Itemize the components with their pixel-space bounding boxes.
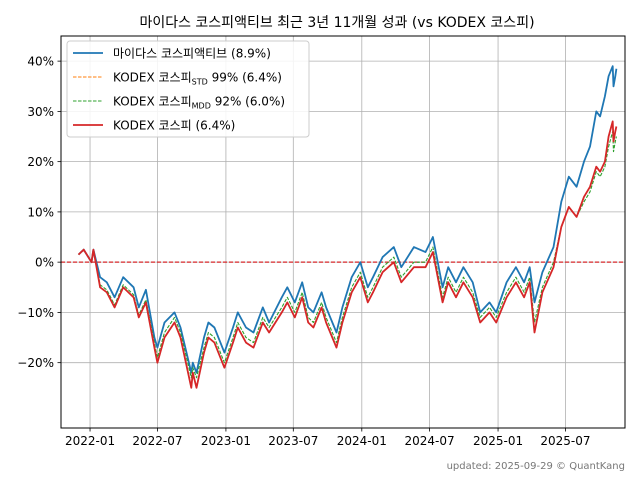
legend-label-subscript: MDD (192, 102, 211, 111)
legend-box (66, 40, 310, 138)
y-tick-label: 30% (27, 105, 54, 119)
x-tick-label: 2024-07 (404, 434, 454, 448)
legend: 마이다스 코스피액티브 (8.9%) KODEX 코스피STD 99% (6.4%… (66, 40, 310, 138)
plot-frame (60, 35, 626, 429)
x-tick-label: 2022-01 (65, 434, 115, 448)
legend-label: KODEX 코스피 (6.4%) (113, 119, 235, 133)
x-axis: 2022-01 2022-07 2023-01 2023-07 2024-01 2024-… (65, 428, 591, 448)
y-tick-label: 40% (27, 55, 54, 69)
series-line-1 (77, 65, 618, 374)
legend-label-main: KODEX 코스피 (113, 95, 192, 109)
y-tick-label: 0% (35, 256, 54, 270)
x-tick-label: 2023-07 (268, 434, 318, 448)
chart-title: 마이다스 코스피액티브 최근 3년 11개월 성과 (vs KODEX 코스피) (139, 15, 534, 31)
legend-label-tail: 92% (6.0%) (211, 95, 285, 109)
legend-label: 마이다스 코스피액티브 (8.9%) (113, 47, 271, 61)
x-tick-label: 2025-01 (473, 434, 523, 448)
legend-label: KODEX 코스피MDD 92% (6.0%) (113, 95, 285, 111)
y-tick-label: −10% (17, 306, 54, 320)
chart-footer: updated: 2025-09-29 © QuantKang (447, 461, 625, 472)
series-layer (77, 65, 618, 389)
y-axis: 40% 30% 20% 10% 0% −10% −20% (17, 55, 61, 370)
series-line-4 (77, 120, 618, 389)
y-tick-label: 10% (27, 205, 54, 219)
legend-label: KODEX 코스피STD 99% (6.4%) (113, 71, 282, 87)
x-tick-label: 2022-07 (132, 434, 182, 448)
x-tick-label: 2025-07 (540, 434, 590, 448)
legend-label-tail: 99% (6.4%) (208, 71, 282, 85)
legend-label-subscript: STD (192, 78, 208, 87)
x-tick-label: 2024-01 (337, 434, 387, 448)
x-tick-label: 2023-01 (201, 434, 251, 448)
y-tick-label: −20% (17, 356, 54, 370)
y-tick-label: 20% (27, 155, 54, 169)
legend-label-main: KODEX 코스피 (113, 71, 192, 85)
